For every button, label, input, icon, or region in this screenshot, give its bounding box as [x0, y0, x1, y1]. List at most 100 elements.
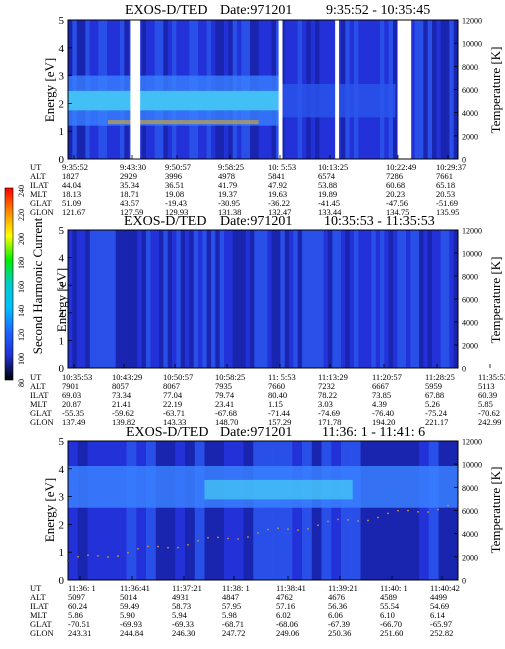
ephemeris-cell: 18.71 — [120, 189, 139, 199]
ephemeris-cell: 10:13:25 — [318, 162, 348, 172]
ephemeris-cell: 10:29:37 — [436, 162, 466, 172]
panel-2-y2label: Temperature [K] — [488, 257, 503, 344]
temperature-point — [177, 546, 179, 549]
y-tick-label: 2 — [59, 308, 65, 320]
heatmap-column — [440, 230, 446, 368]
y2-tick-label: 4000 — [462, 109, 478, 118]
ephemeris-cell: 53.88 — [318, 180, 337, 190]
heatmap-column — [185, 230, 190, 368]
ephemeris-cell: 58.73 — [172, 601, 191, 611]
heatmap-column — [423, 20, 428, 159]
y2-tick-label: 8000 — [462, 63, 478, 72]
heatmap-column — [302, 230, 307, 368]
y-tick-label: 4 — [59, 253, 65, 265]
panel-3-y2label: Temperature [K] — [488, 467, 503, 554]
ephemeris-cell: 77.04 — [163, 390, 183, 400]
heatmap-column — [449, 230, 454, 368]
y-tick-label: 1 — [59, 335, 65, 347]
temperature-point — [317, 524, 319, 527]
energy-band-low — [108, 120, 259, 125]
ephemeris-cell: 57.16 — [276, 601, 295, 611]
panel-2-title-main: EXOS-D/TED — [124, 214, 206, 229]
heatmap-column — [167, 230, 173, 368]
heatmap-column — [116, 441, 127, 580]
temperature-point — [137, 547, 139, 550]
y-tick-label: 0 — [59, 154, 65, 166]
colorbar-tick-label: 140 — [17, 305, 26, 317]
y2-tick-label: 10000 — [462, 250, 482, 259]
ephemeris-cell: 79.74 — [215, 390, 235, 400]
temperature-point — [267, 528, 269, 531]
temperature-point — [297, 529, 299, 532]
y2-tick-label: 12000 — [462, 438, 482, 447]
ephemeris-cell: 60.39 — [478, 390, 497, 400]
ephemeris-cell: 11:37:21 — [172, 583, 202, 593]
heatmap-column — [367, 230, 372, 368]
ephemeris-cell: 4676 — [328, 592, 345, 602]
temperature-point — [107, 556, 109, 558]
ephemeris-cell: 4.39 — [372, 399, 387, 409]
ephemeris-row-label: MLT — [30, 610, 48, 620]
ephemeris-cell: 11:28:25 — [425, 372, 455, 382]
heatmap-column — [146, 230, 151, 368]
ephemeris-cell: 5.90 — [120, 610, 135, 620]
temperature-point — [387, 512, 389, 515]
heatmap-column — [321, 441, 332, 580]
heatmap-column — [306, 230, 311, 368]
heatmap-column — [97, 441, 108, 580]
heatmap-column — [293, 230, 298, 368]
heatmap-column — [397, 230, 402, 368]
ephemeris-cell: 247.72 — [222, 628, 245, 638]
ephemeris-row-label: UT — [30, 583, 42, 593]
ephemeris-cell: 10:58:25 — [215, 372, 245, 382]
ephemeris-cell: 131.38 — [218, 207, 241, 217]
temperature-point — [287, 528, 289, 531]
ephemeris-cell: 22.19 — [163, 399, 182, 409]
heatmap-column — [263, 441, 274, 580]
heatmap-column — [89, 230, 95, 368]
heatmap-column — [432, 20, 437, 159]
ephemeris-cell: 4762 — [276, 592, 293, 602]
ephemeris-cell: 35.34 — [120, 180, 140, 190]
ephemeris-cell: 1.15 — [268, 399, 283, 409]
heatmap-column — [409, 441, 420, 580]
heatmap-column — [440, 20, 446, 159]
heatmap-column — [175, 441, 186, 580]
heatmap-column — [297, 230, 303, 368]
temperature-point — [427, 511, 429, 513]
data-gap — [397, 20, 412, 159]
ephemeris-cell: 80.40 — [268, 390, 287, 400]
heatmap-column — [172, 230, 177, 368]
temperature-point — [307, 527, 309, 530]
ephemeris-row-label: GLAT — [30, 198, 53, 208]
heatmap-column — [198, 230, 203, 368]
heatmap-column — [436, 20, 441, 159]
y-tick-label: 2 — [59, 98, 65, 110]
ephemeris-cell: 57.95 — [222, 601, 241, 611]
heatmap-column — [370, 441, 381, 580]
panel-1-y2label: Temperature [K] — [488, 47, 503, 134]
ephemeris-cell: 250.36 — [328, 628, 351, 638]
colorbar-tick-label: 220 — [17, 209, 26, 221]
heatmap-column — [254, 230, 259, 368]
ephemeris-cell: 59.49 — [120, 601, 139, 611]
y2-tick-label: 4000 — [462, 530, 478, 539]
ephemeris-cell: 6667 — [372, 381, 389, 391]
ephemeris-cell: -67.39 — [328, 619, 350, 629]
y-tick-label: 4 — [59, 464, 65, 476]
panel-3: EXOS-D/TED Date:971201 11:36: 1 - 11:41:… — [30, 425, 503, 638]
temperature-point — [147, 545, 149, 548]
heatmap-column — [204, 441, 215, 580]
heatmap-column — [350, 441, 361, 580]
heatmap-column — [384, 230, 389, 368]
temperature-point — [117, 555, 119, 557]
temperature-point — [347, 518, 349, 521]
temperature-point — [217, 536, 219, 539]
colorbar-scale — [4, 187, 14, 381]
heatmap-column — [180, 230, 186, 368]
ephemeris-cell: 11:36: 1 — [68, 583, 96, 593]
ephemeris-row-label: ALT — [30, 592, 47, 602]
panel-1-title-main: EXOS-D/TED — [125, 3, 207, 18]
y2-tick-label: 2000 — [462, 132, 478, 141]
